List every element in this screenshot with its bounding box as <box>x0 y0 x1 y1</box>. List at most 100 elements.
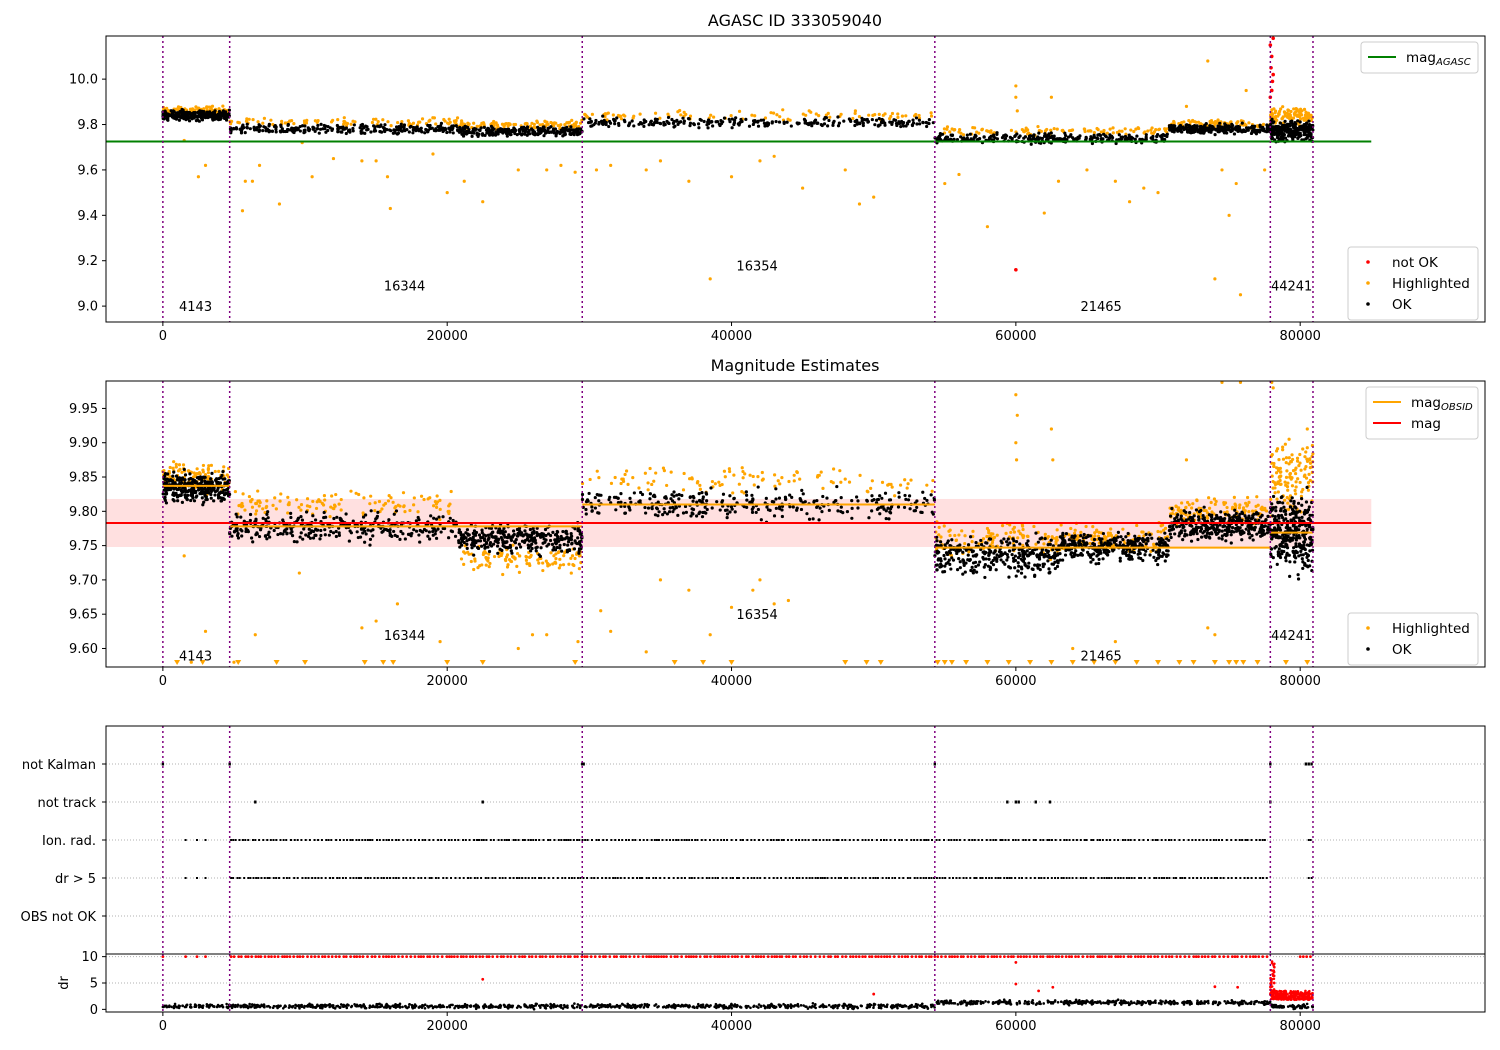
ok-point <box>1304 137 1308 141</box>
ok-point <box>243 131 247 135</box>
y-tick-label: 9.2 <box>77 254 98 269</box>
highlighted-point <box>778 482 782 486</box>
ok-point <box>637 500 641 504</box>
highlighted-point <box>250 505 255 509</box>
ok-point <box>1053 560 1057 564</box>
ok-point <box>316 123 320 128</box>
ok-point <box>388 128 392 132</box>
ok-point <box>1011 537 1015 541</box>
highlighted-point <box>241 504 245 508</box>
ok-point <box>1016 569 1020 573</box>
ok-point <box>433 532 437 536</box>
ok-point <box>705 499 709 503</box>
highlighted-point <box>537 561 541 565</box>
ok-point <box>590 124 594 128</box>
ok-point <box>740 119 744 124</box>
highlighted-point <box>194 105 198 109</box>
highlighted-point <box>1012 530 1017 534</box>
ok-point <box>183 487 187 491</box>
ok-point <box>825 496 829 500</box>
ok-point <box>1160 135 1164 139</box>
ok-point <box>756 485 760 489</box>
ok-point <box>850 516 854 520</box>
highlighted-point <box>654 471 658 475</box>
x-tick-label: 80000 <box>1280 329 1321 344</box>
ok-point <box>698 510 702 514</box>
ok-point <box>302 527 306 531</box>
highlighted-point <box>1157 128 1161 132</box>
highlighted-point <box>262 116 267 120</box>
ok-point <box>1194 124 1199 128</box>
ok-point <box>173 116 177 121</box>
ok-point <box>1096 136 1100 141</box>
ok-point <box>676 513 680 517</box>
ok-point <box>520 132 524 136</box>
highlighted-point <box>1004 531 1008 535</box>
highlighted-point <box>971 529 975 533</box>
highlighted-outlier <box>594 168 599 172</box>
ok-point <box>453 534 458 538</box>
ok-point <box>267 122 271 126</box>
ok-point <box>949 133 953 137</box>
highlighted-point <box>1043 532 1047 536</box>
ok-point <box>461 132 465 137</box>
highlighted-point <box>515 564 519 568</box>
highlighted-point <box>853 109 857 113</box>
ok-point <box>878 512 882 516</box>
highlighted-outlier <box>196 175 201 179</box>
highlighted-point <box>1123 127 1127 131</box>
ok-point <box>699 118 703 122</box>
ok-point <box>870 509 874 513</box>
ok-point <box>559 537 563 542</box>
highlighted-point <box>488 561 492 566</box>
highlighted-point <box>374 117 378 121</box>
ok-point <box>884 516 888 521</box>
ok-point <box>670 499 675 503</box>
ok-point <box>1110 134 1114 138</box>
ok-point <box>988 537 993 541</box>
ok-point <box>902 505 907 510</box>
ok-point <box>940 132 945 136</box>
ok-point <box>450 530 455 534</box>
ok-point <box>1044 554 1049 558</box>
ok-point <box>597 122 601 126</box>
ok-point <box>1008 566 1012 570</box>
ok-point <box>948 562 952 567</box>
highlighted-point <box>828 115 832 119</box>
ok-point <box>356 535 360 540</box>
ok-point <box>556 530 560 534</box>
highlighted-outlier <box>658 159 663 163</box>
highlighted-point <box>567 562 571 566</box>
ok-point <box>366 528 370 532</box>
ok-point <box>1058 551 1062 556</box>
highlighted-point <box>1235 121 1239 125</box>
ok-point <box>782 121 786 125</box>
ok-point <box>995 553 999 557</box>
ok-point <box>203 487 207 491</box>
highlighted-point <box>648 466 652 471</box>
highlighted-point <box>577 567 581 571</box>
ok-point <box>307 128 311 132</box>
ok-point <box>723 508 728 512</box>
highlighted-point <box>698 483 702 487</box>
highlighted-point <box>472 121 476 125</box>
ok-point <box>1198 125 1202 129</box>
ok-point <box>183 493 187 497</box>
highlighted-point <box>623 114 627 118</box>
ok-point <box>531 539 535 543</box>
ok-point <box>802 117 807 121</box>
highlighted-point <box>952 128 956 132</box>
highlighted-point <box>243 508 247 512</box>
highlighted-point <box>402 504 406 508</box>
ok-point <box>584 512 588 516</box>
highlighted-point <box>643 471 647 475</box>
ok-point <box>1184 123 1188 127</box>
ok-point <box>239 528 243 532</box>
ok-point <box>1223 122 1227 126</box>
highlighted-point <box>524 554 528 559</box>
ok-point <box>512 126 516 130</box>
ok-point <box>501 540 505 544</box>
ok-point <box>276 532 280 537</box>
ok-point <box>292 126 296 131</box>
highlighted-point <box>717 480 721 484</box>
